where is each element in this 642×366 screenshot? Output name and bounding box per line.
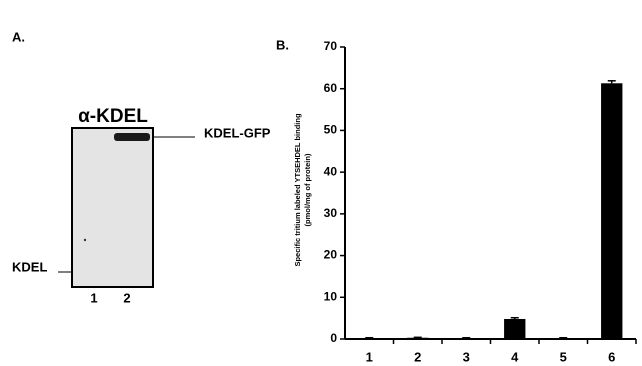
y-tick-label: 0 [330,331,337,345]
x-tick-label: 5 [560,349,567,364]
y-tick-label: 50 [324,123,338,137]
x-tick-label: 1 [366,349,373,364]
blot [72,128,153,287]
panel-label: A. [12,29,25,44]
y-tick-label: 40 [324,164,338,178]
antibody-label: α-KDEL [78,106,148,127]
y-tick-label: 30 [324,206,338,220]
y-tick-label: 20 [324,248,338,262]
band-label: KDEL [12,259,47,274]
y-tick-label: 60 [324,81,338,95]
x-tick-label: 6 [608,349,615,364]
bar [601,83,622,339]
y-tick-label: 10 [324,289,338,303]
figure: A. α-KDEL KDEL-GFP KDEL 1 2 B. Specific … [0,0,642,366]
y-axis-label: (pmol/mg of protein) [303,153,312,226]
panel-label: B. [276,37,289,52]
x-tick-label: 4 [511,349,519,364]
y-axis-label: Specific tritium labeled YTSEHDEL bindin… [293,113,302,266]
x-tick-label: 2 [414,349,421,364]
y-tick-label: 70 [324,39,338,53]
band-label: KDEL-GFP [204,125,271,140]
lane-label: 2 [123,290,130,305]
x-tick-label: 3 [463,349,470,364]
lane-label: 1 [90,290,97,305]
bar [504,319,525,339]
blot-speck [84,239,86,241]
blot-band [114,133,150,141]
